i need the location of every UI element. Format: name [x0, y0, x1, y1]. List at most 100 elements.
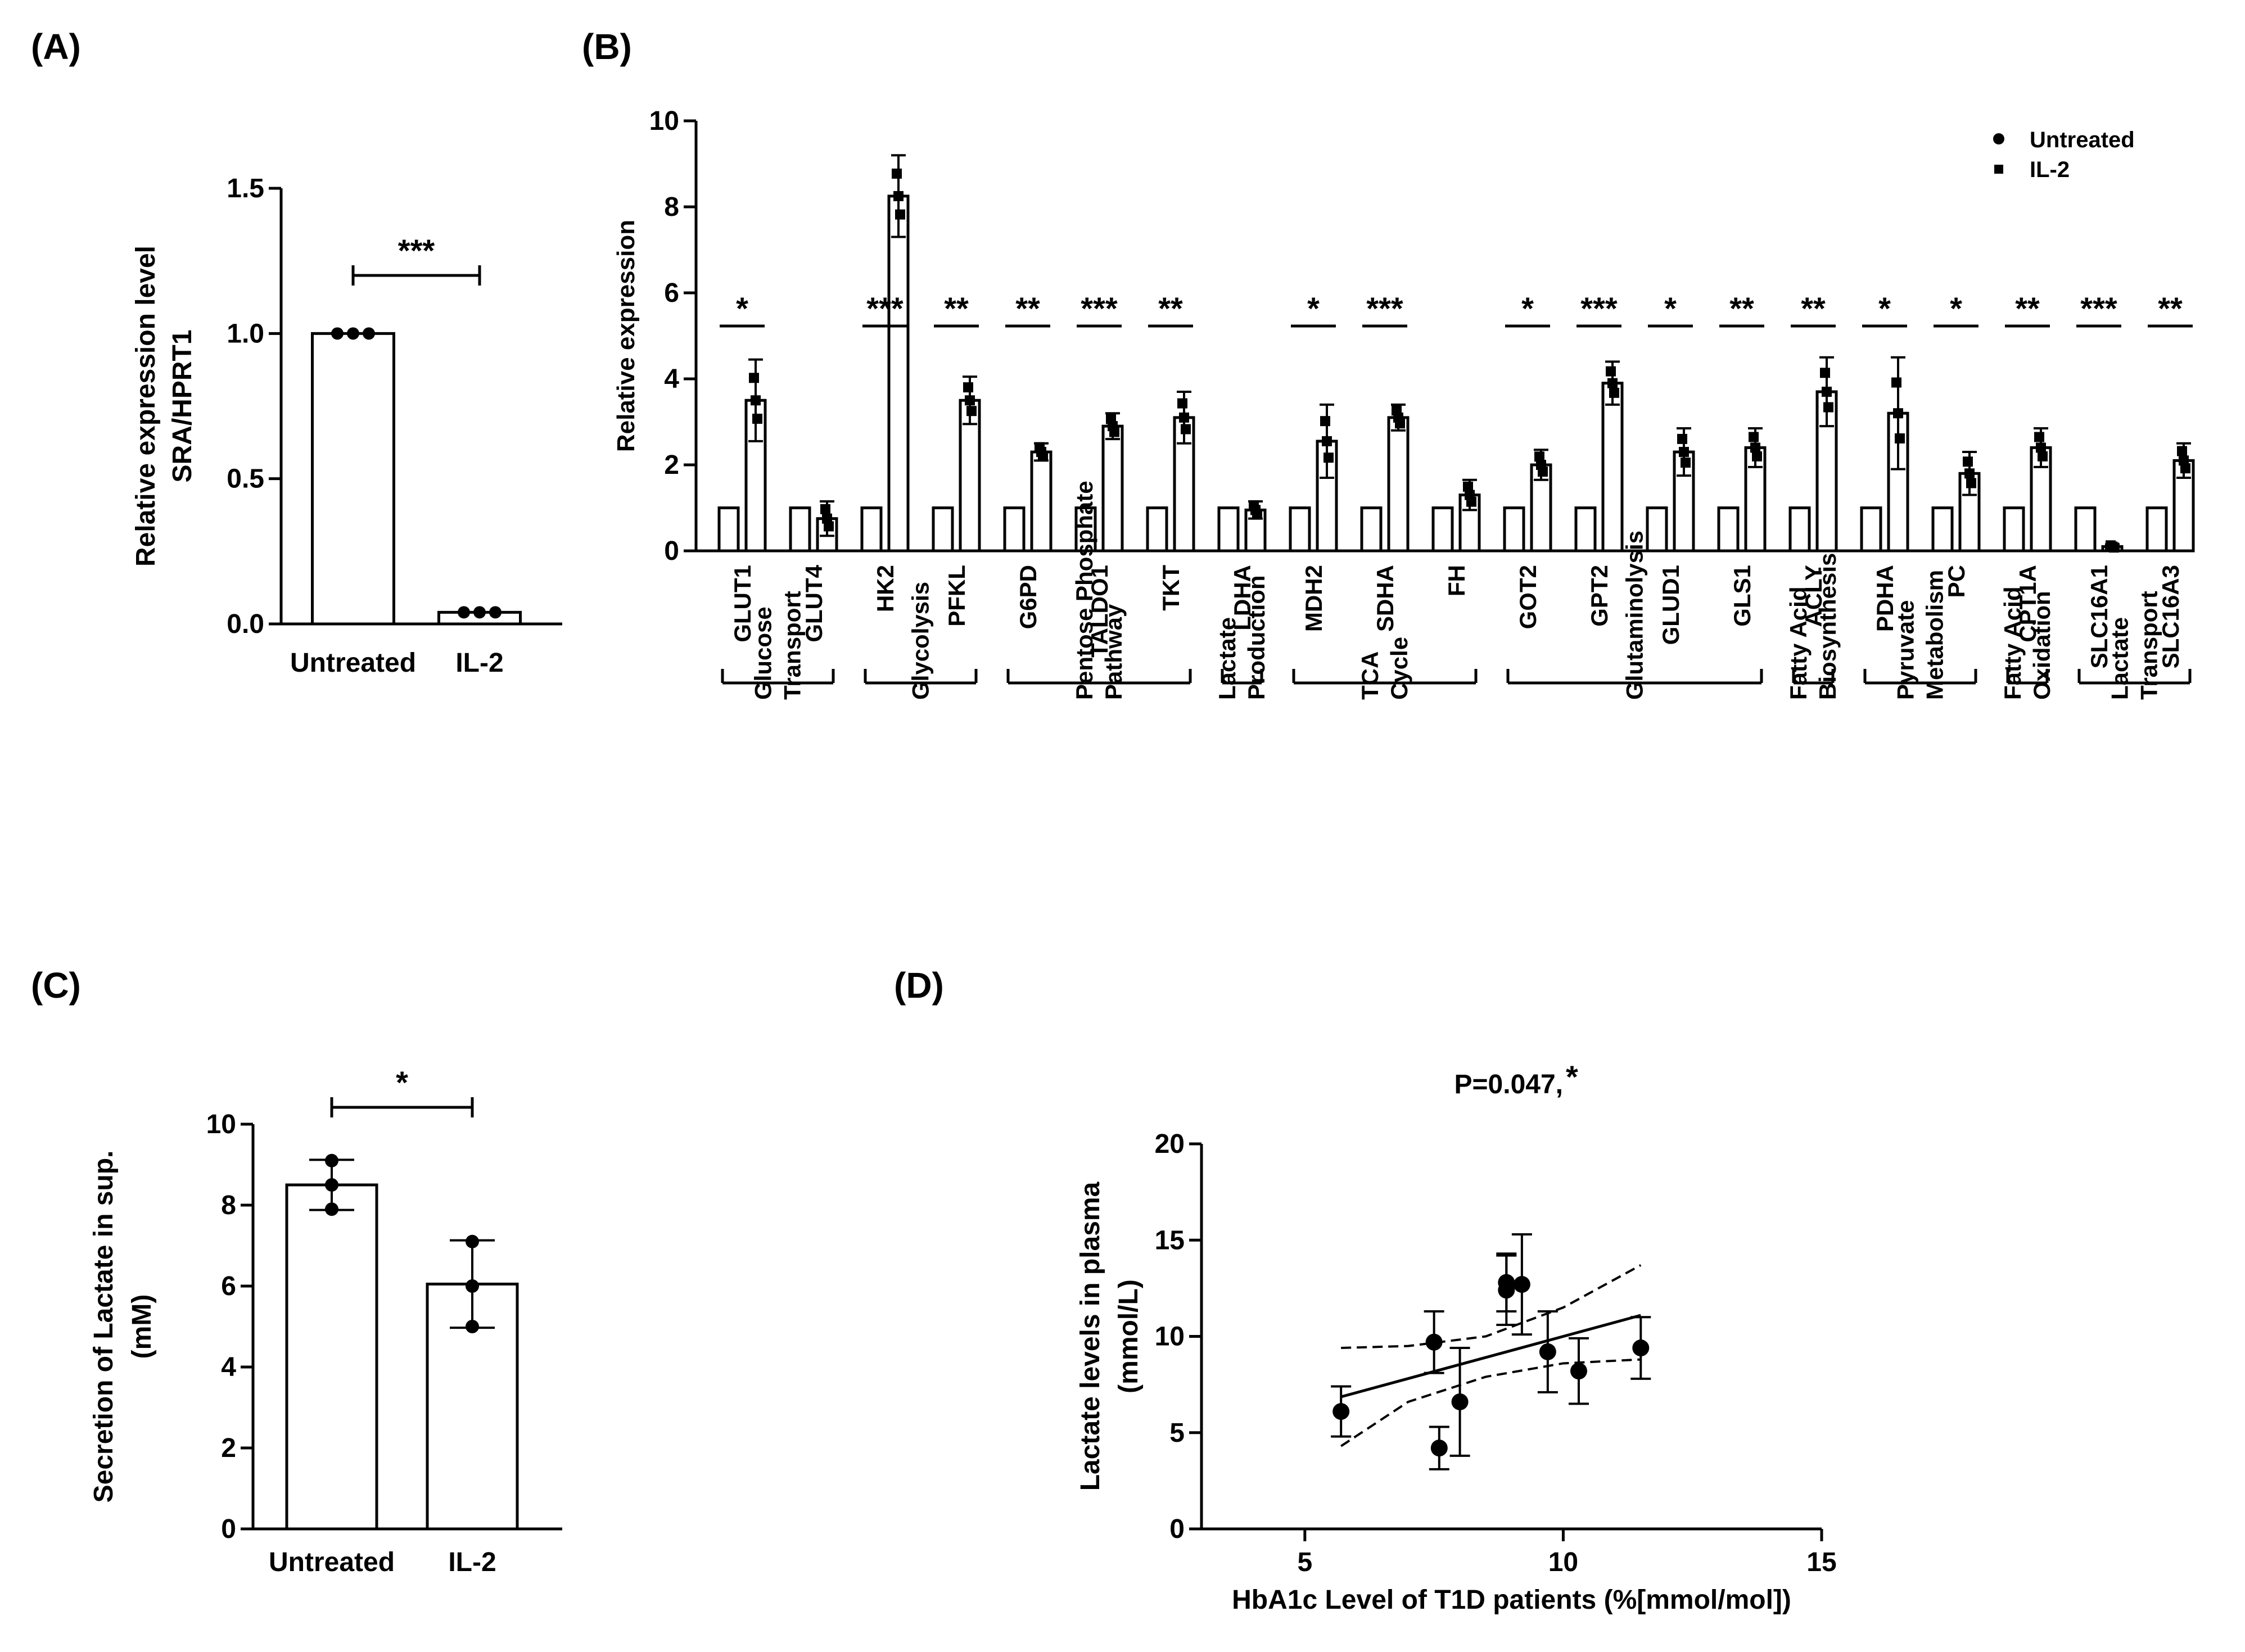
data-point-d	[1498, 1274, 1515, 1291]
data-point-il2	[1681, 457, 1691, 468]
data-point-il2	[1177, 398, 1187, 409]
y-tick-label-b: 2	[664, 450, 679, 480]
data-point-il2	[965, 395, 975, 406]
pathway-label: Pentose Phosphate	[1071, 481, 1097, 700]
data-point-il2	[893, 191, 904, 201]
pathway-label: Pathway	[1100, 604, 1127, 700]
y-tick-label-b: 4	[664, 364, 679, 394]
bar-untreated	[1788, 506, 1811, 553]
gene-label: TALDO1	[1086, 565, 1113, 658]
significance-label-b: **	[2158, 291, 2183, 326]
data-point-il2	[752, 413, 762, 424]
data-point-il2	[892, 168, 902, 179]
panel-label-c: (C)	[31, 965, 81, 1006]
panel-label-d: (D)	[894, 965, 944, 1006]
gene-label: GLS1	[1729, 565, 1755, 627]
y-axis-label-a-line2: SRA/HPRT1	[168, 329, 197, 482]
bar-untreated	[1431, 506, 1454, 553]
bar-a	[311, 332, 395, 626]
gene-label: HK2	[872, 565, 898, 612]
pathway-label: Lactate	[2107, 617, 2133, 700]
significance-label-b: **	[1015, 291, 1040, 326]
data-point-il2	[1320, 416, 1330, 427]
chart-c: 0 2 4 6 8 10 Secretion of Lactate in sup. (mM) U…	[89, 1065, 562, 1577]
bar-untreated	[789, 506, 811, 553]
data-point-a	[489, 606, 502, 619]
y-tick-label-c: 2	[221, 1433, 236, 1463]
data-point-d	[1632, 1339, 1650, 1357]
x-tick-label-c: IL-2	[448, 1547, 496, 1577]
data-point-il2	[1179, 412, 1189, 423]
bar-il2	[887, 194, 910, 553]
data-point-il2	[1609, 387, 1619, 398]
data-point-d	[1539, 1343, 1556, 1360]
x-tick-label-c: Untreated	[269, 1547, 395, 1577]
chart-title-d: P=0.047,	[1454, 1070, 1564, 1099]
gene-label: GLUD1	[1657, 565, 1684, 645]
significance-label-b: *	[1521, 291, 1534, 326]
data-point-il2	[966, 406, 977, 417]
x-tick-label-d: 15	[1806, 1547, 1836, 1577]
significance-label-b: **	[1801, 291, 1826, 326]
data-point-c	[325, 1202, 338, 1216]
gene-label: MDH2	[1300, 565, 1327, 632]
gene-label: GPT2	[1586, 565, 1612, 627]
significance-label-b: *	[1878, 291, 1891, 326]
data-point-il2	[1534, 451, 1544, 462]
gene-label: TKT	[1158, 565, 1184, 611]
pathway-label: Glycolysis	[907, 582, 934, 700]
bar-untreated	[2003, 506, 2025, 553]
data-point-il2	[1463, 481, 1473, 492]
gene-label: PC	[1943, 565, 1970, 598]
data-point-il2	[1750, 442, 1760, 453]
pathway-label: Pyruvate	[1892, 600, 1919, 700]
gene-label: LDHA	[1229, 565, 1255, 631]
y-tick-label-c: 4	[221, 1352, 236, 1382]
data-point-d	[1451, 1393, 1469, 1410]
y-axis-label-b: Relative expression	[612, 220, 640, 452]
significance-label-b: ***	[1081, 291, 1118, 326]
bar-il2	[1673, 450, 1695, 553]
x-axis-label-d: HbA1c Level of T1D patients (%[mmol/mol]…	[1232, 1585, 1791, 1615]
y-tick-label-a: 0.0	[227, 609, 264, 639]
data-point-c	[325, 1178, 338, 1192]
data-point-il2	[1323, 452, 1334, 463]
y-tick-label-a: 0.5	[227, 464, 264, 494]
significance-label-b: ***	[1366, 291, 1403, 326]
data-point-il2	[1607, 378, 1618, 388]
pathway-label: Metabolism	[1922, 570, 1948, 700]
data-point-il2	[751, 395, 761, 406]
significance-label-b: ***	[1580, 291, 1618, 326]
data-point-il2	[749, 373, 759, 383]
bar-untreated	[1503, 506, 1525, 553]
significance-label-a: ***	[398, 233, 435, 268]
chart-b: 0 2 4 6 8 10 Relative expression GLUT1 * GLUT4 HK2…	[612, 106, 2195, 700]
bar-untreated	[932, 506, 954, 553]
y-tick-label-b: 0	[664, 536, 679, 566]
data-point-il2	[1963, 456, 1973, 467]
bar-untreated	[717, 506, 740, 553]
significance-label-b: *	[1307, 291, 1320, 326]
data-point-il2	[2038, 451, 2048, 461]
significance-label-b: **	[1158, 291, 1183, 326]
significance-label-b: **	[2015, 291, 2040, 326]
data-point-a	[347, 327, 359, 340]
x-tick-label-d: 10	[1548, 1547, 1578, 1577]
gene-label: GLUT1	[729, 565, 756, 642]
ci-upper-line	[1341, 1264, 1642, 1350]
significance-label-b: **	[944, 291, 969, 326]
bar-untreated	[1646, 506, 1668, 553]
bar-untreated	[1860, 506, 1882, 553]
data-point-il2	[1749, 432, 1759, 442]
x-tick-label-d: 5	[1297, 1547, 1312, 1577]
data-point-il2	[1752, 451, 1762, 461]
y-tick-label-b: 8	[664, 192, 679, 222]
pathway-label: Biosynthesis	[1814, 553, 1841, 700]
y-axis-label-c-line2: (mM)	[127, 1295, 157, 1359]
x-tick-label-a: Untreated	[290, 648, 416, 678]
panel-label-a: (A)	[31, 26, 81, 67]
pathway-label: TCA	[1357, 651, 1383, 700]
y-tick-label-d: 10	[1155, 1322, 1185, 1352]
panel-label-b: (B)	[582, 26, 632, 67]
